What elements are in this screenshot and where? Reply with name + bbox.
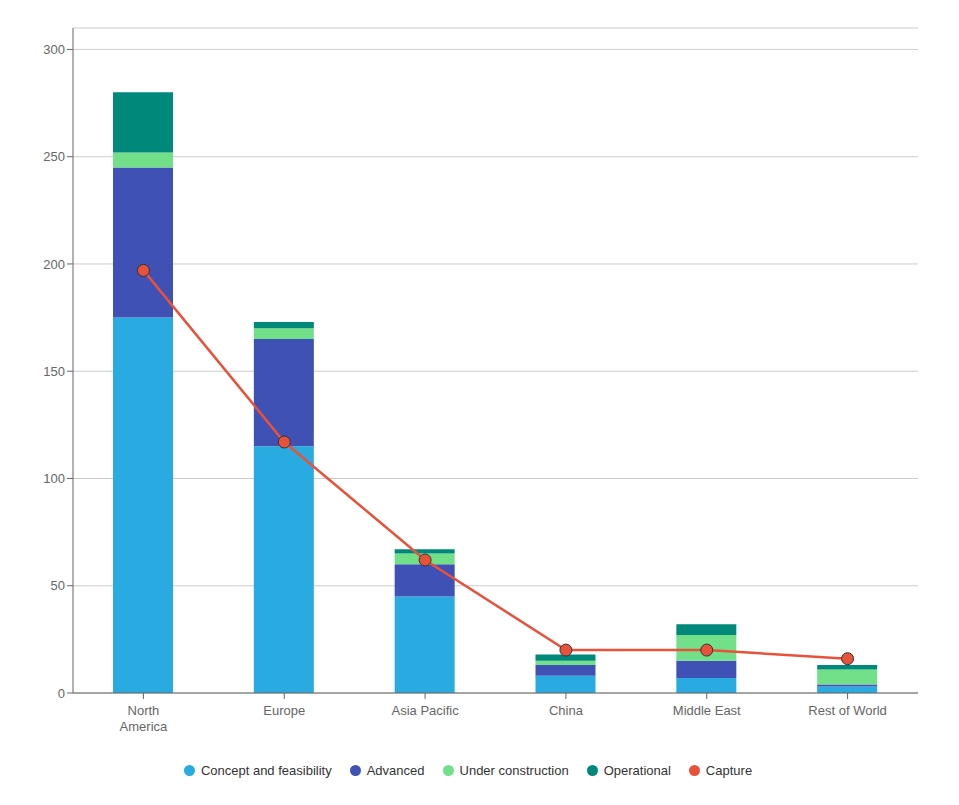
svg-text:Europe: Europe bbox=[263, 703, 305, 718]
svg-text:Middle East: Middle East bbox=[673, 703, 741, 718]
svg-text:Rest of World: Rest of World bbox=[808, 703, 887, 718]
svg-text:Asia Pacific: Asia Pacific bbox=[391, 703, 459, 718]
svg-text:China: China bbox=[549, 703, 584, 718]
svg-text:50: 50 bbox=[51, 578, 65, 593]
svg-text:0: 0 bbox=[58, 686, 65, 701]
html-text:Capture: Capture bbox=[705, 763, 753, 778]
html-text:Operational: Operational bbox=[603, 763, 671, 778]
svg-text:100: 100 bbox=[43, 471, 65, 486]
svg-text:NorthAmerica: NorthAmerica bbox=[120, 703, 168, 734]
html-text:Advanced: Advanced bbox=[366, 763, 425, 778]
svg-text:150: 150 bbox=[43, 364, 65, 379]
html-text:Under construction: Under construction bbox=[459, 763, 569, 778]
svg-text:200: 200 bbox=[43, 257, 65, 272]
html-text:Concept and feasibility: Concept and feasibility bbox=[200, 763, 332, 778]
svg-text:300: 300 bbox=[43, 42, 65, 57]
svg-text:250: 250 bbox=[43, 149, 65, 164]
